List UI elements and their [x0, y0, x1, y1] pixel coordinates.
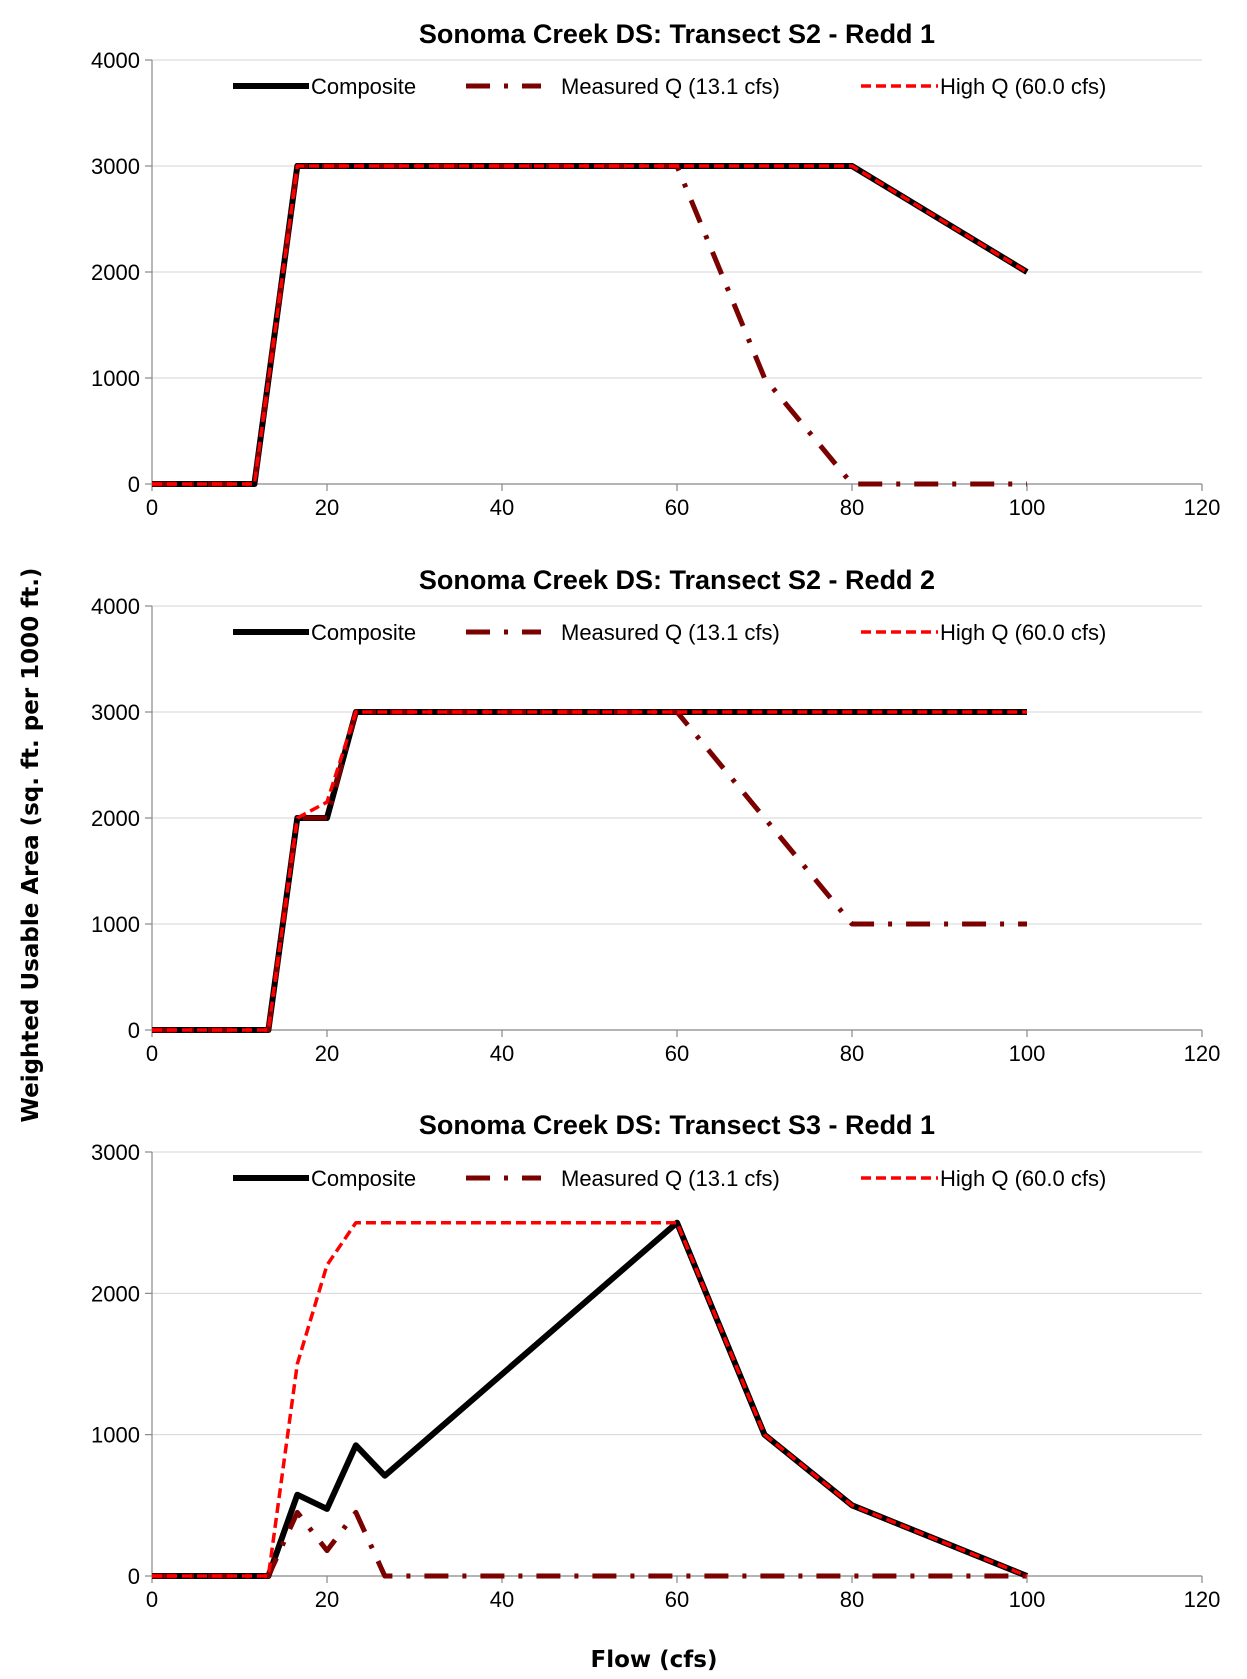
- y-tick-label: 3000: [91, 154, 140, 179]
- x-tick-label: 20: [315, 1041, 339, 1066]
- x-tick-label: 100: [1009, 1041, 1046, 1066]
- charts-layer: Sonoma Creek DS: Transect S2 - Redd 1 0 10…: [91, 19, 1220, 1612]
- y-tick-label: 2000: [91, 806, 140, 831]
- y-tick-label: 3000: [91, 1140, 140, 1165]
- x-axis-title: Flow (cfs): [590, 1647, 717, 1673]
- x-tick-label: 120: [1184, 495, 1221, 520]
- legend-label: Composite: [311, 620, 416, 645]
- x-tick-label: 80: [840, 1587, 864, 1612]
- chart-title: Sonoma Creek DS: Transect S2 - Redd 1: [419, 19, 935, 49]
- legend-label: Composite: [311, 74, 416, 99]
- legend-label: Measured Q (13.1 cfs): [561, 74, 780, 99]
- y-tick-label: 1000: [91, 1423, 140, 1448]
- legend-label: High Q (60.0 cfs): [940, 620, 1106, 645]
- x-tick-label: 120: [1184, 1041, 1221, 1066]
- x-tick-label: 80: [840, 1041, 864, 1066]
- y-tick-label: 4000: [91, 594, 140, 619]
- x-tick-label: 20: [315, 495, 339, 520]
- x-tick-label: 0: [146, 1041, 158, 1066]
- chart-panel-1: Sonoma Creek DS: Transect S2 - Redd 1 0 10…: [91, 19, 1220, 520]
- y-tick-label: 2000: [91, 260, 140, 285]
- chart-panel-2: Sonoma Creek DS: Transect S2 - Redd 2 0 10…: [91, 565, 1220, 1066]
- x-tick-label: 100: [1009, 1587, 1046, 1612]
- y-tick-label: 3000: [91, 700, 140, 725]
- x-tick-label: 0: [146, 1587, 158, 1612]
- series-line-measured-q-13-1-cfs: [152, 709, 1027, 1033]
- x-tick-label: 0: [146, 495, 158, 520]
- chart-panel-3: Sonoma Creek DS: Transect S3 - Redd 1 0 10…: [91, 1110, 1220, 1612]
- legend-label: High Q (60.0 cfs): [940, 74, 1106, 99]
- series-line-composite: [152, 1219, 1029, 1579]
- y-tick-label: 1000: [91, 366, 140, 391]
- y-tick-label: 0: [128, 1018, 140, 1043]
- x-tick-label: 80: [840, 495, 864, 520]
- x-tick-label: 60: [665, 1587, 689, 1612]
- x-tick-label: 20: [315, 1587, 339, 1612]
- series-line-measured-q-13-1-cfs: [152, 163, 1027, 487]
- x-tick-label: 120: [1184, 1587, 1221, 1612]
- y-tick-label: 2000: [91, 1281, 140, 1306]
- x-tick-label: 100: [1009, 495, 1046, 520]
- legend-label: High Q (60.0 cfs): [940, 1166, 1106, 1191]
- x-tick-label: 40: [490, 1041, 514, 1066]
- y-tick-label: 0: [128, 1564, 140, 1589]
- series-line-high-q-60-0-cfs: [152, 710, 1027, 1032]
- x-tick-label: 60: [665, 1041, 689, 1066]
- series-line-composite: [152, 163, 1029, 487]
- series-line-high-q-60-0-cfs: [152, 164, 1028, 486]
- chart-title: Sonoma Creek DS: Transect S2 - Redd 2: [419, 565, 935, 595]
- x-tick-label: 40: [490, 495, 514, 520]
- y-tick-label: 0: [128, 472, 140, 497]
- legend-label: Measured Q (13.1 cfs): [561, 1166, 780, 1191]
- series-line-measured-q-13-1-cfs: [152, 1509, 1027, 1579]
- series-line-composite: [152, 709, 1027, 1033]
- x-tick-label: 40: [490, 1587, 514, 1612]
- chart-title: Sonoma Creek DS: Transect S3 - Redd 1: [419, 1110, 935, 1140]
- legend-label: Measured Q (13.1 cfs): [561, 620, 780, 645]
- y-axis-title: Weighted Usable Area (sq. ft. per 1000 f…: [18, 568, 44, 1123]
- y-tick-label: 4000: [91, 48, 140, 73]
- series-line-high-q-60-0-cfs: [152, 1220, 1028, 1578]
- y-tick-label: 1000: [91, 912, 140, 937]
- legend-label: Composite: [311, 1166, 416, 1191]
- x-tick-label: 60: [665, 495, 689, 520]
